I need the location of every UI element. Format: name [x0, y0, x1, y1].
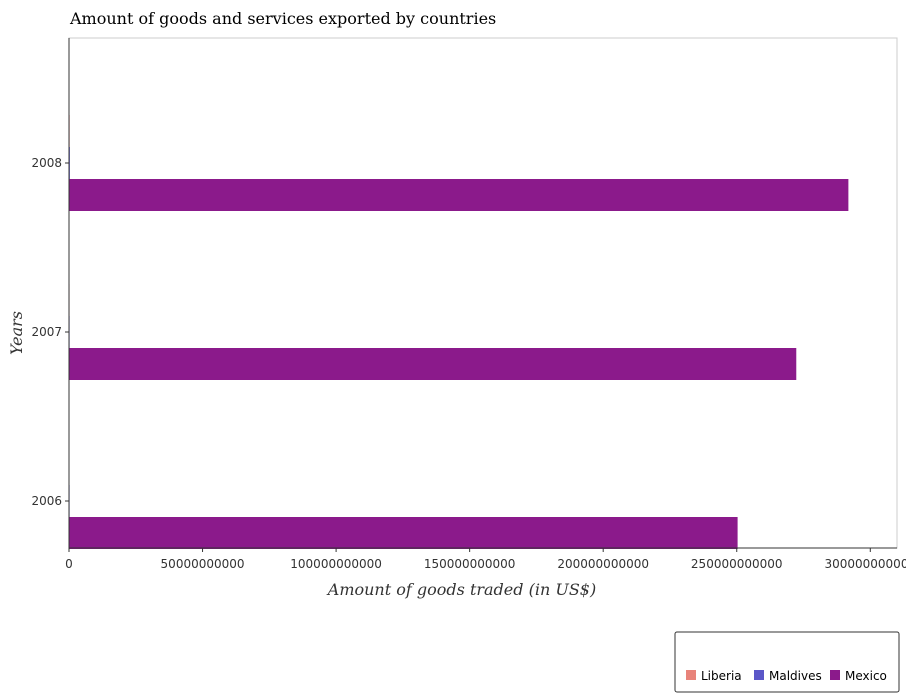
legend-label-mexico: Mexico [845, 669, 887, 683]
y-tick-label: 2006 [31, 494, 62, 508]
x-tick-label: 200000000000 [557, 557, 649, 571]
legend-box [674, 631, 900, 693]
legend-label-liberia: Liberia [701, 669, 742, 683]
bar-mexico-2008 [69, 179, 849, 211]
bar-mexico-2006 [69, 517, 738, 549]
x-tick-label: 250000000000 [691, 557, 783, 571]
x-axis-label: Amount of goods traded (in US$) [326, 580, 596, 599]
x-axis: 0 50000000000 100000000000 150000000000 2000… [65, 547, 906, 571]
y-axis: 2006 2007 2008 [31, 38, 70, 548]
legend-label-maldives: Maldives [769, 669, 822, 683]
legend-swatch-liberia [686, 670, 696, 680]
plot-area [68, 37, 898, 549]
x-tick-label: 100000000000 [290, 557, 382, 571]
x-tick-label: 150000000000 [424, 557, 516, 571]
x-tick-label: 0 [65, 557, 73, 571]
y-tick-label: 2008 [31, 156, 62, 170]
y-axis-label: Years [7, 311, 26, 355]
bar-mexico-2007 [69, 348, 797, 380]
legend-swatch-maldives [754, 670, 764, 680]
chart-title: Amount of goods and services exported by… [69, 9, 496, 28]
x-tick-label: 300000000000 [824, 557, 906, 571]
y-tick-label: 2007 [31, 325, 62, 339]
legend-swatch-mexico [830, 670, 840, 680]
x-tick-label: 50000000000 [161, 557, 245, 571]
legend: Liberia Maldives Mexico [674, 631, 900, 693]
